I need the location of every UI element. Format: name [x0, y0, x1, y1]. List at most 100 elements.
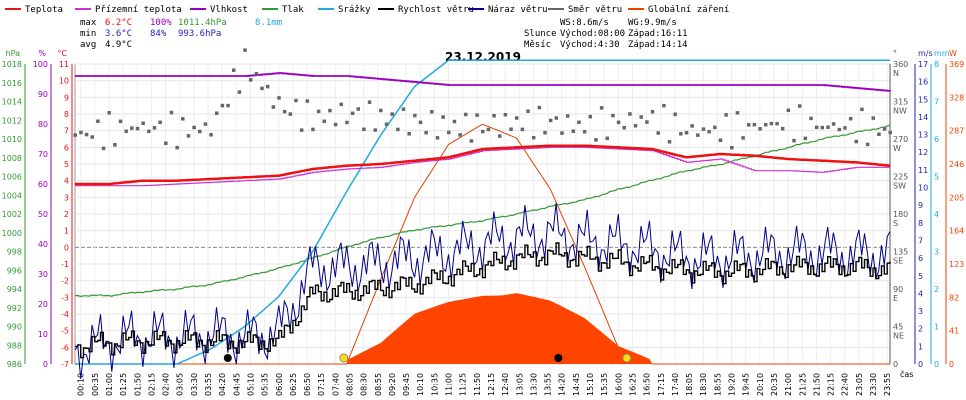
wind-dir-point: [707, 130, 711, 134]
wind-dir-point: [282, 109, 287, 114]
x-tick: 22:40: [841, 373, 850, 396]
wind-dir-point: [582, 129, 587, 134]
wind-dir-point: [214, 111, 219, 115]
x-tick: 10:10: [416, 373, 425, 396]
axis-pct-tick: 100: [33, 60, 48, 69]
wind-dir-point: [741, 136, 745, 140]
wind-dir-point: [503, 112, 508, 117]
x-tick: 23:05: [855, 373, 864, 396]
axis-ms-tick: 3: [918, 307, 923, 316]
wind-dir-point: [730, 145, 734, 150]
wind-dir-point: [481, 129, 485, 134]
x-tick: 11:25: [459, 373, 468, 396]
wind-dir-point: [271, 105, 276, 109]
axis-ms-tick: 11: [918, 166, 928, 175]
axis-pct-tick: 80: [38, 120, 48, 129]
wind-dir-point: [384, 122, 389, 126]
wind-dir-point: [198, 129, 202, 134]
axis-hpa-tick: 994: [7, 285, 22, 294]
wind-dir-point: [362, 127, 366, 132]
axis-mm-tick: 2: [934, 285, 939, 294]
wind-dir-point: [243, 48, 247, 52]
wind-dir-point: [673, 112, 677, 117]
wind-dir-point: [401, 107, 406, 111]
wind-dir-point: [328, 108, 332, 113]
x-tick: 12:40: [501, 373, 510, 396]
wind-dir-point: [475, 113, 479, 117]
stat-wg: WG:9.9m/s: [628, 18, 677, 28]
axis-ms-unit: m/s: [918, 49, 933, 58]
wind-dir-point: [633, 124, 638, 128]
wind-dir-point: [311, 127, 315, 132]
axis-degc-tick: 5: [64, 160, 69, 169]
x-tick: 00:10: [77, 373, 86, 396]
moon-marker: [554, 354, 563, 362]
axis-hpa-tick: 1014: [2, 98, 22, 107]
x-tick: 23:30: [869, 373, 878, 396]
x-tick: 03:05: [176, 373, 185, 396]
stat-moon-label: Měsíc: [524, 40, 551, 50]
axis-ms-tick: 7: [918, 236, 923, 245]
axis-pct-tick: 10: [38, 330, 48, 339]
wind-dir-point: [316, 109, 321, 114]
wind-dir-point: [588, 114, 593, 119]
wind-dir-point: [865, 142, 870, 147]
axis-wm2-tick: 246: [949, 160, 964, 169]
wind-dir-point: [447, 130, 451, 135]
wind-dir-point: [843, 126, 847, 130]
wind-dir-point: [152, 126, 157, 130]
legend-label: Teplota: [25, 5, 63, 15]
x-tick: 18:30: [699, 373, 708, 396]
x-tick: 08:30: [360, 373, 369, 396]
wind-dir-point: [543, 130, 547, 135]
axis-degc-tick: 4: [64, 177, 69, 186]
wind-dir-point: [797, 104, 802, 108]
wind-dir-point: [413, 113, 417, 118]
stat-moonrise: Východ:4:30: [560, 40, 620, 50]
axis-degc-tick: -3: [61, 293, 69, 302]
x-tick: 23:55: [883, 373, 892, 396]
wind-dir-point: [158, 120, 162, 125]
wind-dir-point: [860, 107, 864, 112]
wind-dir-point: [718, 138, 723, 142]
wind-dir-point: [509, 127, 513, 131]
wind-dir-point: [888, 130, 892, 135]
series-precipitation: [75, 59, 890, 365]
axis-wm2-tick: 328: [949, 93, 964, 102]
wind-dir-point: [464, 112, 468, 117]
wind-dir-point: [565, 114, 570, 118]
wind-dir-point: [458, 133, 462, 137]
axis-ms-tick: 13: [918, 131, 928, 140]
x-tick: 21:00: [784, 373, 793, 396]
wind-dir-point: [396, 127, 400, 132]
wind-dir-point: [418, 120, 423, 125]
axis-dir-tick: 0: [893, 360, 898, 369]
wind-dir-point: [560, 131, 564, 135]
axis-wm2-tick: 205: [949, 193, 964, 202]
wind-dir-point: [424, 130, 428, 135]
wind-dir-point: [854, 139, 859, 144]
stat-min-temp: 3.6°C: [105, 29, 132, 39]
x-tick: 20:10: [756, 373, 765, 396]
axis-pct-tick: 40: [38, 240, 48, 249]
wind-dir-point: [775, 121, 779, 126]
wind-dir-point: [379, 108, 383, 113]
legend-label: Srážky: [338, 5, 371, 15]
moon-marker: [223, 354, 232, 362]
x-tick: 12:15: [487, 373, 496, 396]
wind-dir-point: [79, 130, 83, 135]
axis-ms-tick: 5: [918, 272, 923, 281]
wind-dir-point: [237, 90, 242, 94]
x-tick: 06:25: [289, 373, 298, 396]
axis-hpa-tick: 992: [7, 304, 22, 313]
axis-wm2-tick: 82: [949, 293, 959, 302]
wind-dir-point: [871, 116, 876, 120]
axis-pct-unit: %: [38, 49, 46, 58]
axis-wm2-tick: 164: [949, 227, 964, 236]
x-tick: 06:00: [275, 373, 284, 396]
axis-ms-tick: 12: [918, 148, 928, 157]
x-tick: 19:20: [728, 373, 737, 396]
axis-degc-tick: -7: [61, 360, 69, 369]
series: [73, 48, 892, 379]
x-tick: 02:40: [162, 373, 171, 396]
